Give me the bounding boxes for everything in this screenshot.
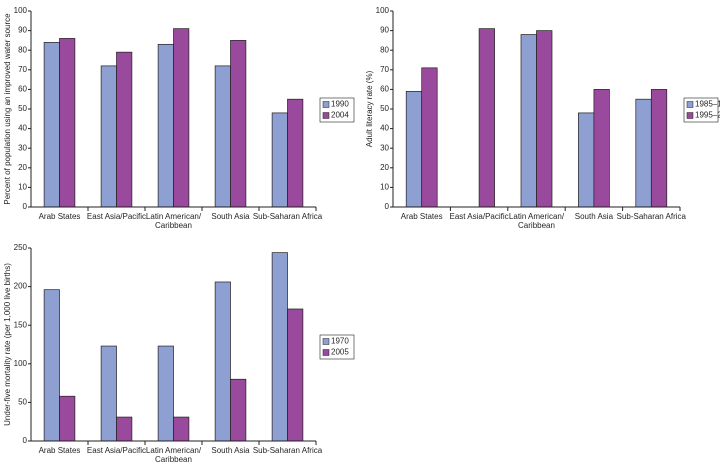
y-tick-label: 10 — [380, 183, 389, 192]
x-tick-label: South Asia — [211, 446, 250, 455]
y-tick-label: 200 — [14, 282, 28, 291]
y-tick-label: 30 — [380, 143, 389, 152]
bar — [116, 51, 133, 208]
y-tick-label: 50 — [18, 398, 27, 407]
x-tick-label: South Asia — [211, 212, 250, 221]
x-tick-label: Latin American/Caribbean — [146, 446, 202, 464]
legend-swatch — [322, 101, 330, 108]
y-axis-label: Adult literacy rate (%) — [365, 70, 374, 147]
y-tick-label: 0 — [385, 202, 390, 211]
legend-label: 1995–2005 — [695, 111, 720, 120]
bar — [478, 28, 495, 208]
x-tick-label: Latin American/Caribbean — [146, 212, 202, 230]
y-axis-label: Percent of population using an improved … — [3, 13, 12, 205]
bar — [116, 416, 133, 442]
bar — [287, 308, 304, 442]
bar — [536, 30, 553, 208]
y-tick-label: 60 — [380, 85, 389, 94]
bar — [173, 416, 190, 442]
legend-swatch — [322, 112, 330, 119]
y-tick-label: 70 — [380, 65, 389, 74]
x-tick-label: Sub-Saharan Africa — [253, 446, 323, 455]
bar — [593, 89, 610, 208]
legend-swatch — [686, 101, 694, 108]
bar — [287, 98, 304, 208]
bar — [173, 28, 190, 208]
y-tick-label: 100 — [14, 6, 28, 15]
y-tick-label: 80 — [380, 45, 389, 54]
bar — [271, 252, 288, 442]
bar — [214, 281, 231, 442]
bar — [100, 65, 117, 208]
y-tick-label: 70 — [18, 65, 27, 74]
y-tick-label: 0 — [23, 436, 28, 445]
bar — [43, 289, 60, 442]
bar — [100, 345, 117, 442]
y-tick-label: 150 — [14, 320, 28, 329]
legend-swatch — [322, 338, 330, 345]
legend-label: 1985–1994 — [695, 100, 720, 109]
x-tick-label: Arab States — [39, 212, 81, 221]
x-tick-label: South Asia — [575, 212, 614, 221]
y-tick-label: 80 — [18, 45, 27, 54]
y-tick-label: 40 — [18, 124, 27, 133]
y-tick-label: 90 — [18, 26, 27, 35]
bar — [421, 67, 438, 208]
bar — [59, 38, 76, 208]
y-tick-label: 20 — [380, 163, 389, 172]
bar — [650, 89, 668, 208]
y-tick-label: 30 — [18, 143, 27, 152]
bar — [230, 378, 247, 442]
legend-label: 2005 — [331, 348, 349, 357]
x-tick-label: East Asia/Pacific — [450, 212, 509, 221]
y-tick-label: 90 — [380, 26, 389, 35]
x-tick-label: Arab States — [401, 212, 443, 221]
bar — [214, 65, 231, 208]
y-tick-label: 250 — [14, 243, 28, 252]
bar — [405, 91, 423, 208]
bar — [157, 345, 174, 442]
bar — [157, 43, 174, 208]
y-tick-label: 60 — [18, 85, 27, 94]
y-axis-label: Under-five mortality rate (per 1,000 liv… — [3, 263, 12, 426]
legend-swatch — [322, 349, 330, 356]
y-tick-label: 100 — [14, 359, 28, 368]
legend-label: 2004 — [331, 111, 349, 120]
x-tick-label: Sub-Saharan Africa — [253, 212, 323, 221]
bar — [230, 40, 247, 208]
x-tick-label: Latin American/Caribbean — [509, 212, 565, 230]
bar — [520, 34, 537, 208]
y-tick-label: 100 — [376, 6, 390, 15]
x-tick-label: Sub-Saharan Africa — [617, 212, 687, 221]
y-tick-label: 10 — [18, 183, 27, 192]
x-tick-label: East Asia/Pacific — [87, 212, 146, 221]
legend-label: 1970 — [331, 337, 349, 346]
x-tick-label: East Asia/Pacific — [87, 446, 146, 455]
y-tick-label: 0 — [23, 202, 28, 211]
y-tick-label: 20 — [18, 163, 27, 172]
bar — [59, 395, 76, 442]
x-tick-label: Arab States — [39, 446, 81, 455]
legend-swatch — [686, 112, 694, 119]
y-tick-label: 50 — [18, 104, 27, 113]
bar — [635, 98, 652, 208]
bar — [43, 42, 60, 208]
legend-label: 1990 — [331, 100, 349, 109]
bar — [578, 112, 595, 208]
y-tick-label: 40 — [380, 124, 389, 133]
bar — [271, 112, 288, 208]
y-tick-label: 50 — [380, 104, 389, 113]
